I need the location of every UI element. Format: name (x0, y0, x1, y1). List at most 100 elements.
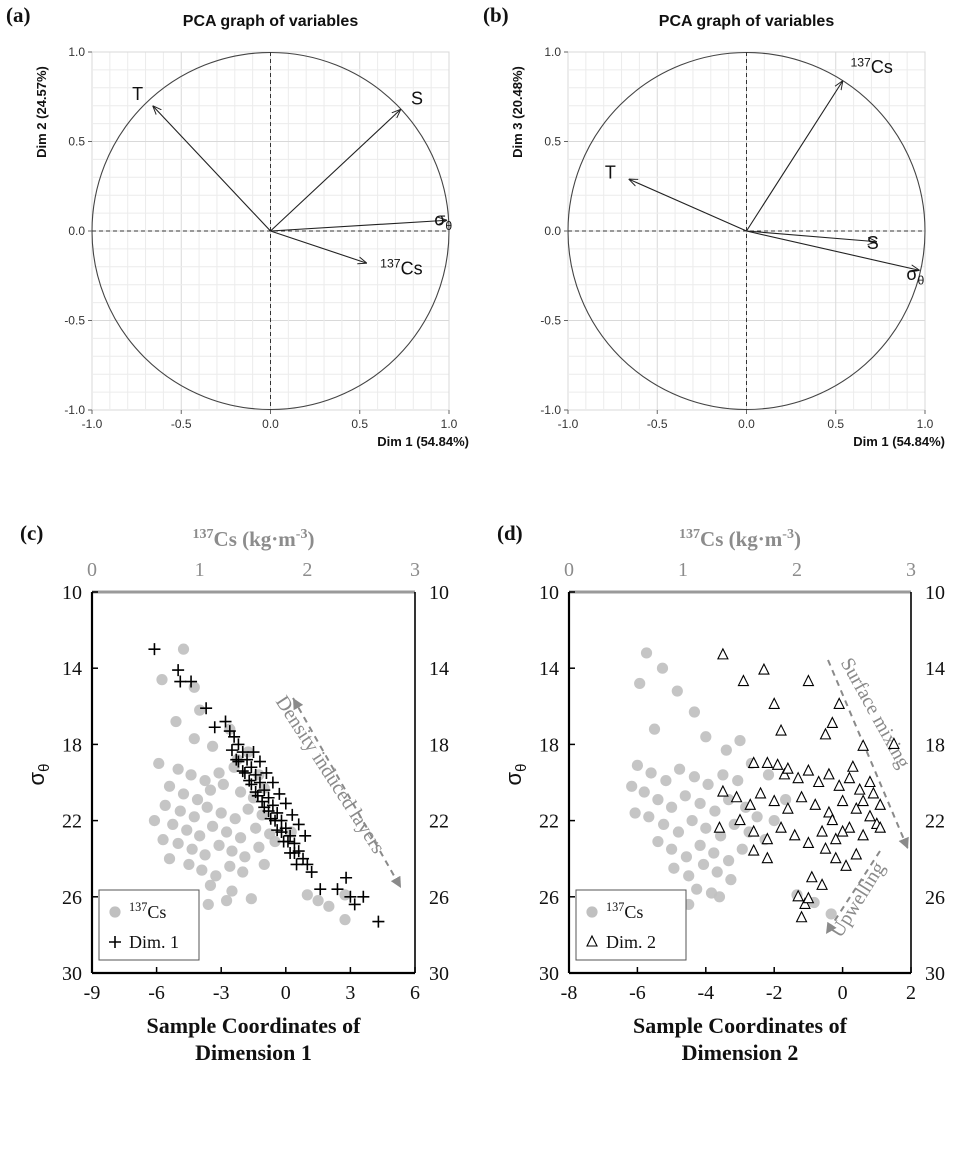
y-tick-label: 0.0 (544, 224, 561, 238)
data-point-triangle (768, 697, 781, 709)
panel-b: (b) PCA graph of variables -1.0 -0.5 0.0 0.5 1… (483, 3, 945, 449)
top-axis-label: 137Cs (kg·m-3) (193, 527, 315, 551)
data-point-circle (234, 786, 247, 798)
top-tick-label: 1 (195, 559, 205, 581)
data-point-triangle (833, 779, 846, 791)
data-point-circle (720, 744, 732, 756)
data-point-circle (229, 813, 241, 825)
data-point-triangle (836, 794, 849, 807)
data-point-triangle (771, 758, 784, 770)
data-point-circle (220, 895, 233, 907)
panel-a: (a) PCA graph of variables -1.0 -0.5 0.0 0.5 1… (6, 3, 469, 449)
legend-label-cs: 137Cs (129, 900, 166, 922)
x-tick-label: -0.5 (171, 417, 192, 431)
data-point-circle (226, 845, 238, 857)
data-point-triangle (737, 674, 750, 687)
series-1 (148, 643, 385, 928)
data-point-triangle (843, 820, 856, 833)
data-point-plus (286, 808, 299, 821)
data-point-plus (266, 776, 279, 789)
data-point-circle (734, 734, 746, 747)
vector-label-base: Cs (871, 57, 893, 77)
loading-vector (270, 220, 448, 232)
data-point-circle (666, 801, 678, 813)
data-point-triangle (734, 813, 746, 826)
data-point-circle (660, 774, 672, 787)
data-point-plus (172, 664, 185, 677)
x-tick-label: -6 (629, 982, 646, 1004)
x-tick-label: -6 (148, 982, 165, 1004)
data-point-triangle (747, 824, 760, 837)
data-point-circle (226, 885, 238, 897)
data-point-triangle (874, 820, 887, 833)
y-tick-label-left: 26 (62, 887, 82, 909)
vector-label: σθ (434, 209, 452, 233)
data-point-plus (238, 766, 251, 779)
vector-label: 137Cs (380, 256, 422, 278)
data-point-circle (183, 858, 195, 871)
data-point-circle (177, 788, 190, 800)
legend-label-dim: Dim. 2 (606, 932, 656, 952)
y-axis-label: Dim 2 (24.57%) (34, 66, 49, 158)
y-tick-label-right: 18 (925, 734, 945, 756)
y-tick-label: 1.0 (68, 45, 85, 59)
data-point-circle (768, 815, 780, 827)
data-point-circle (711, 866, 723, 878)
data-point-plus (253, 776, 266, 789)
y-tick-label-right: 26 (429, 887, 449, 909)
data-point-triangle (768, 794, 781, 807)
data-point-circle (242, 803, 254, 815)
data-point-triangle (816, 824, 828, 837)
data-point-plus (200, 702, 213, 715)
x-axis-label-line2: Dimension 1 (195, 1040, 312, 1065)
data-point-circle (656, 662, 669, 674)
data-point-plus (236, 765, 249, 778)
data-point-triangle (846, 760, 859, 772)
data-point-plus (292, 818, 305, 831)
data-point-plus (301, 858, 314, 871)
data-point-triangle (826, 716, 839, 728)
data-point-circle (215, 807, 227, 819)
x-tick-label: 3 (345, 982, 355, 1004)
data-point-circle (172, 763, 184, 775)
annotation-arrow (827, 659, 909, 850)
data-point-triangle (874, 798, 887, 810)
data-point-circle (167, 818, 179, 831)
data-point-circle (163, 780, 176, 792)
annotation-arrow (825, 850, 881, 935)
data-point-circle (217, 778, 229, 791)
data-point-circle (204, 784, 217, 796)
data-point-triangle (809, 798, 822, 810)
x-tick-label: -8 (561, 982, 578, 1004)
legend: 137Cs Dim. 1 (98, 889, 200, 961)
data-point-plus (262, 791, 275, 804)
vector-label-sub: θ (917, 273, 924, 287)
legend-label-cs: 137Cs (606, 900, 643, 922)
data-point-circle (253, 841, 265, 853)
y-tick-label-right: 26 (925, 887, 945, 909)
data-point-triangle (754, 786, 767, 799)
annotation-text: Surface mixing (836, 654, 915, 772)
y-tick-label-right: 10 (429, 582, 449, 604)
data-point-plus (264, 812, 277, 825)
data-point-circle (715, 830, 727, 842)
data-point-plus (232, 738, 245, 751)
panel-letter: (b) (483, 3, 509, 27)
chart-title: PCA graph of variables (659, 13, 835, 30)
x-tick-label: -1.0 (558, 417, 579, 431)
data-point-plus (232, 755, 245, 768)
data-point-circle (673, 763, 686, 775)
y-tick-label: 0.0 (68, 224, 85, 238)
top-axis-label-end: ) (794, 527, 801, 551)
data-point-triangle (802, 674, 815, 687)
legend-label-dim: Dim. 1 (129, 932, 179, 952)
data-point-plus (277, 835, 290, 848)
x-tick-label: 0.0 (262, 417, 279, 431)
panel-letter: (a) (6, 3, 31, 27)
legend-label-cs-sup: 137 (129, 900, 147, 914)
vector-label-sup: 137 (850, 55, 871, 69)
legend-box (575, 889, 687, 961)
data-point-circle (199, 849, 211, 861)
data-point-triangle (826, 813, 839, 826)
y-tick-label: -0.5 (64, 314, 85, 328)
